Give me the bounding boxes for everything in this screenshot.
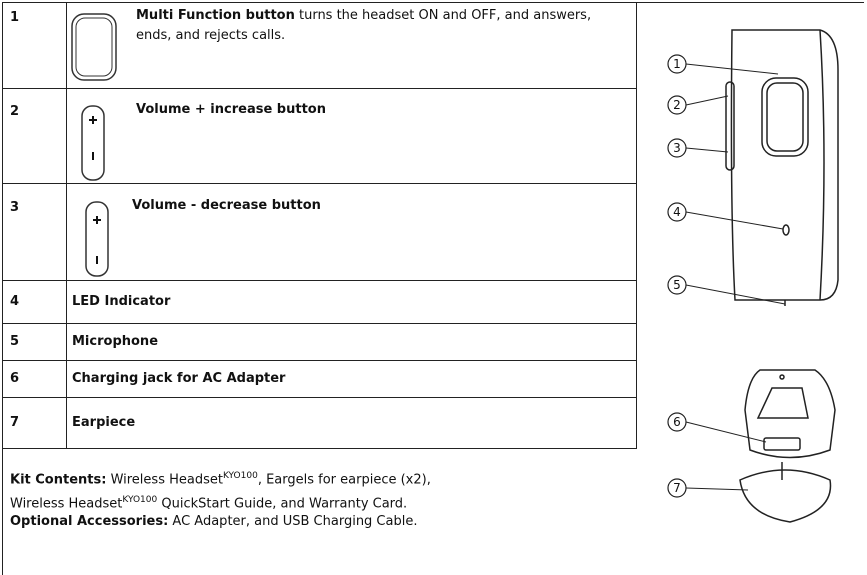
callout: 5 — [673, 278, 681, 292]
row-description: Multi Function button turns the headset … — [136, 6, 616, 46]
row-number: 5 — [10, 334, 20, 349]
kit-text: Wireless Headset — [106, 472, 223, 488]
row-title: LED Indicator — [72, 294, 171, 309]
row-number: 6 — [10, 371, 20, 386]
volume-up-icon — [81, 105, 105, 181]
row-title: Microphone — [72, 334, 159, 349]
callout: 4 — [673, 205, 681, 219]
callout: 6 — [673, 415, 681, 429]
callout: 7 — [673, 481, 681, 495]
callout: 3 — [673, 141, 681, 155]
headset-illustration: 1 2 3 4 5 6 7 — [667, 29, 839, 523]
row-title: Volume + increase button — [136, 102, 326, 117]
row-number: 3 — [10, 200, 20, 215]
row-title: Multi Function button — [136, 8, 295, 23]
kit-contents: Kit Contents: Wireless HeadsetKYO100, Ea… — [10, 466, 610, 515]
row-title: Charging jack for AC Adapter — [72, 371, 286, 386]
kit-label: Kit Contents: — [10, 472, 107, 488]
row-number: 7 — [10, 415, 20, 430]
kit-text: , Eargels for earpiece (x2), — [257, 472, 431, 488]
accessories-label: Optional Accessories: — [10, 514, 169, 529]
kit-text: QuickStart Guide, and Warranty Card. — [157, 496, 408, 512]
row-number: 1 — [10, 10, 20, 25]
row-number: 2 — [10, 104, 20, 119]
row-number: 4 — [10, 294, 20, 309]
callout: 2 — [673, 98, 681, 112]
kit-text: Wireless Headset — [10, 496, 123, 512]
superscript: KYO100 — [122, 495, 158, 506]
accessories-text: AC Adapter, and USB Charging Cable. — [168, 514, 418, 529]
volume-down-icon — [85, 201, 109, 277]
button-icons — [71, 13, 117, 81]
row-title: Volume - decrease button — [132, 198, 321, 213]
callout: 1 — [673, 57, 681, 71]
row-title: Earpiece — [72, 415, 136, 430]
superscript: KYO100 — [222, 471, 258, 481]
row-text: turns the headset ON and OFF, and answer… — [136, 8, 592, 43]
optional-accessories: Optional Accessories: AC Adapter, and US… — [10, 514, 417, 529]
